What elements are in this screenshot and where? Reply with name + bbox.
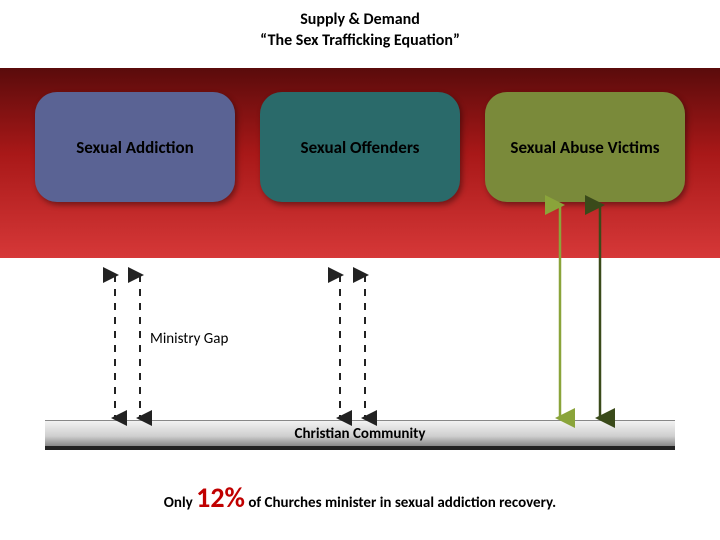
community-label: Christian Community <box>295 425 426 443</box>
ministry-gap-label: Ministry Gap <box>150 330 228 348</box>
box-sexual-abuse-victims: Sexual Abuse Victims <box>485 92 685 202</box>
box1-label: Sexual Addiction <box>76 137 194 158</box>
title-line2: “The Sex Trafficking Equation” <box>0 31 720 50</box>
box2-label: Sexual Offenders <box>301 137 420 158</box>
title-line1: Supply & Demand <box>0 10 720 29</box>
header: Supply & Demand “The Sex Trafficking Equ… <box>0 0 720 50</box>
community-bar: Christian Community <box>45 420 675 450</box>
footer-suffix: of Churches minister in sexual addiction… <box>248 494 556 512</box>
box3-label: Sexual Abuse Victims <box>510 137 659 158</box>
footer-prefix: Only <box>164 494 196 512</box>
box-sexual-addiction: Sexual Addiction <box>35 92 235 202</box>
box-sexual-offenders: Sexual Offenders <box>260 92 460 202</box>
footer-percent: 12% <box>196 480 245 515</box>
footer-stat: Only 12% of Churches minister in sexual … <box>0 480 720 515</box>
